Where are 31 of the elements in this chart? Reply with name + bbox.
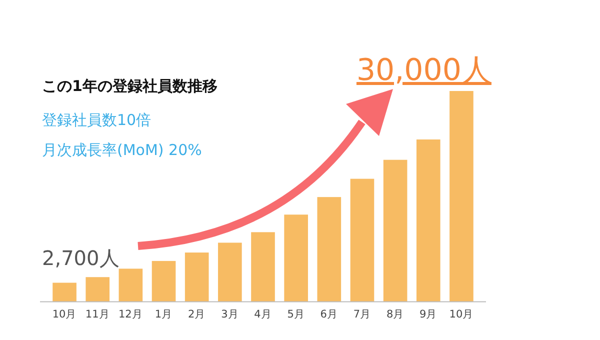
x-tick-label: 10月 [449,308,474,321]
bar [383,160,408,302]
x-tick-label: 12月 [118,308,143,321]
chart-title: この1年の登録社員数推移 [42,77,218,95]
bar [317,197,342,302]
bar [118,268,143,302]
x-tick-label: 2月 [188,308,206,321]
bar [350,178,374,302]
x-tick-label: 7月 [353,308,372,321]
bar [251,232,275,302]
x-tick-label: 10月 [52,308,77,321]
bar [218,242,242,302]
x-tick-label: 4月 [254,308,272,321]
bar [184,252,209,302]
x-tick-label: 5月 [287,308,305,321]
annotation: 月次成長率(MoM) 20% [42,141,202,159]
data-label: 2,700人 [42,246,120,270]
bar [52,282,76,302]
bar [152,260,176,302]
bar [416,139,440,302]
x-tick-label: 9月 [420,308,438,321]
x-tick-label: 3月 [221,308,239,321]
x-tick-label: 6月 [320,308,338,321]
x-tick-label: 11月 [85,308,110,321]
bar [86,277,110,302]
bar [450,91,474,302]
text: 登録社員数10倍 [42,111,152,129]
data-label: 30,000人 [356,53,492,88]
x-tick-label: 8月 [386,308,404,321]
bar [284,214,308,302]
x-tick-label: 1月 [154,308,173,321]
